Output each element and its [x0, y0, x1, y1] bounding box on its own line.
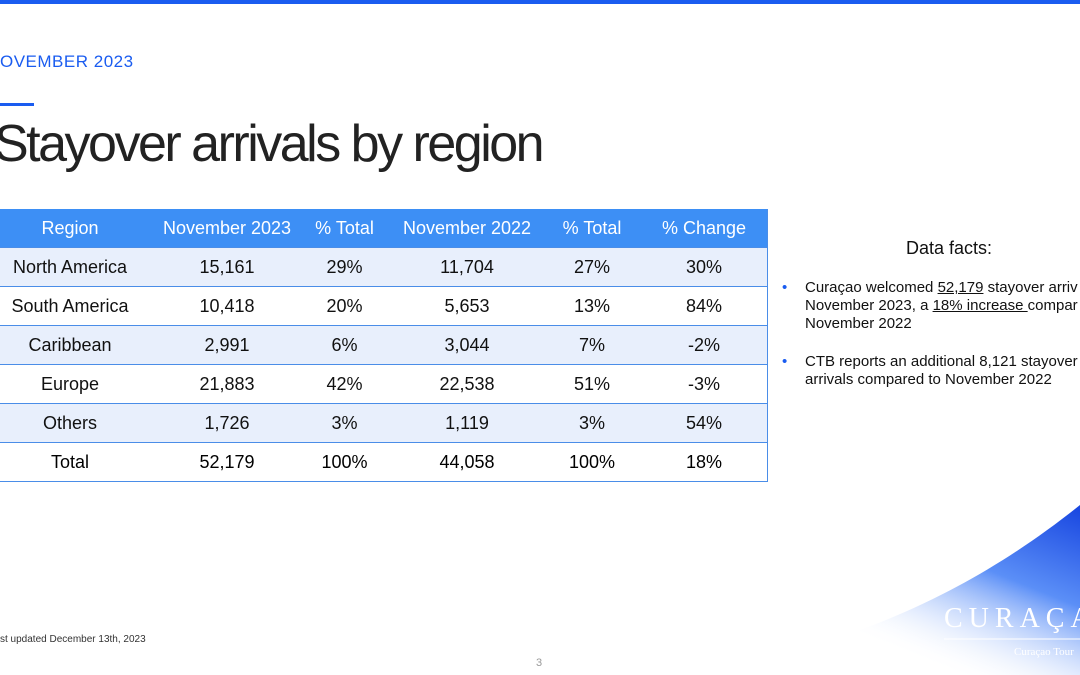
table-cell: 100% — [298, 442, 391, 482]
table-cell: 84% — [641, 286, 768, 326]
fact-text: compar — [1027, 297, 1078, 314]
table-row: Caribbean 2,991 6% 3,044 7% -2% — [0, 325, 768, 365]
logo: CURAÇA — [944, 603, 1080, 634]
corner-decoration: CURAÇA Curaçao Tour — [660, 505, 1080, 675]
logo-sub: Curaçao Tour — [1014, 646, 1074, 658]
table-cell: South America — [0, 286, 156, 326]
column-header: % Total — [298, 209, 391, 248]
table-cell: -3% — [641, 364, 768, 404]
table-cell: 6% — [298, 325, 391, 365]
fact-bullet: CTB reports an additional 8,121 stayover… — [780, 353, 1080, 389]
title: Stayover arrivals by region — [0, 115, 545, 173]
facts-title: Data facts: — [906, 238, 993, 258]
table-cell: 7% — [543, 325, 641, 365]
fact-text: 18% increase — [932, 297, 1028, 314]
page-number: 3 — [536, 657, 543, 669]
eyebrow: OVEMBER 2023 — [0, 52, 134, 71]
fact-text: CTB reports an additional 8,121 stayover — [805, 353, 1078, 370]
table-cell: 15,161 — [156, 247, 298, 287]
column-header: November 2023 — [156, 209, 298, 248]
table-cell: 18% — [641, 442, 768, 482]
fact-text: Curaçao welcomed — [805, 279, 938, 296]
table-cell: 22,538 — [391, 364, 543, 404]
table-cell: 54% — [641, 403, 768, 443]
table-cell: 52,179 — [156, 442, 298, 482]
table-cell: 20% — [298, 286, 391, 326]
table-cell: 3,044 — [391, 325, 543, 365]
table-cell: 13% — [543, 286, 641, 326]
table-cell: 10,418 — [156, 286, 298, 326]
fact-text: stayover arriv — [983, 279, 1078, 296]
accent-dash — [0, 103, 34, 106]
table-cell: Europe — [0, 364, 156, 404]
table-cell: 21,883 — [156, 364, 298, 404]
table-cell: 1,119 — [391, 403, 543, 443]
column-header: November 2022 — [391, 209, 543, 248]
table-cell: 27% — [543, 247, 641, 287]
table-cell: 3% — [298, 403, 391, 443]
table-cell: 42% — [298, 364, 391, 404]
table-cell: 2,991 — [156, 325, 298, 365]
table-cell: 1,726 — [156, 403, 298, 443]
table-cell: 3% — [543, 403, 641, 443]
table-cell: 51% — [543, 364, 641, 404]
table-row: Others 1,726 3% 1,119 3% 54% — [0, 403, 768, 443]
fact-text: November 2022 — [805, 315, 912, 332]
fact-bullet: Curaçao welcomed 52,179 stayover arriv No… — [780, 279, 1080, 333]
table-cell: 44,058 — [391, 442, 543, 482]
table-cell: Caribbean — [0, 325, 156, 365]
fact-text: 52,179 — [937, 279, 984, 296]
table-row: South America 10,418 20% 5,653 13% 84% — [0, 286, 768, 326]
fact-text: November 2023, a — [805, 297, 933, 314]
table-cell: -2% — [641, 325, 768, 365]
last-updated: st updated December 13th, 2023 — [0, 634, 146, 645]
data-facts: Data facts: Curaçao welcomed 52,179 stayo… — [780, 238, 1080, 408]
column-header: % Change — [641, 209, 768, 248]
table-cell: 30% — [641, 247, 768, 287]
column-header: Region — [0, 209, 156, 248]
top-bar — [0, 0, 1080, 4]
table-row: North America 15,161 29% 11,704 27% 30% — [0, 247, 768, 287]
table-cell: Total — [0, 442, 156, 482]
arrivals-table: Region November 2023% Total November 2022%… — [0, 209, 768, 482]
table-row: Europe 21,883 42% 22,538 51% -3% — [0, 364, 768, 404]
column-header: % Total — [543, 209, 641, 248]
table-row: Total 52,179 100% 44,058 100% 18% — [0, 442, 768, 482]
table-cell: Others — [0, 403, 156, 443]
table-cell: North America — [0, 247, 156, 287]
fact-text: arrivals compared to November 2022 — [805, 371, 1052, 388]
table-cell: 100% — [543, 442, 641, 482]
table-cell: 11,704 — [391, 247, 543, 287]
table-cell: 29% — [298, 247, 391, 287]
table-cell: 5,653 — [391, 286, 543, 326]
